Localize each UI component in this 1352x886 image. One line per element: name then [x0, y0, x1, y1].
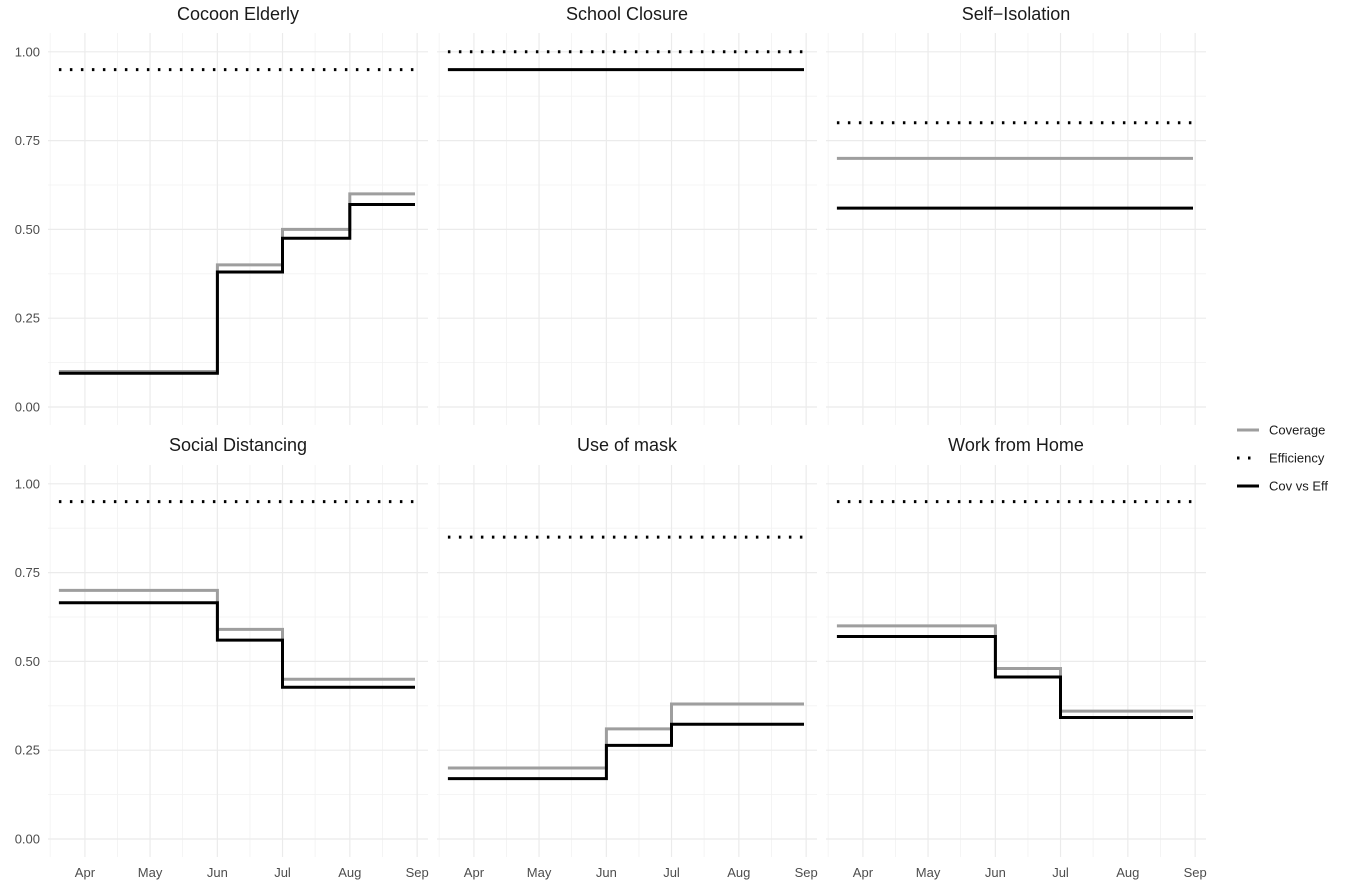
cov-vs-eff-line: [58, 601, 415, 689]
panel-0: Cocoon Elderly 0.00 0.25 0.50 0.75 1.00: [15, 4, 428, 425]
legend-label: Cov vs Eff: [1269, 479, 1328, 494]
panel-title: Work from Home: [948, 435, 1084, 455]
coverage-line: [836, 624, 1193, 713]
y-tick-label: 0.00: [15, 400, 40, 415]
y-tick-label: 0.75: [15, 133, 40, 148]
x-tick-label: Jun: [596, 865, 617, 880]
x-tick-label: Jul: [1052, 865, 1069, 880]
cov-vs-eff-line: [836, 635, 1193, 719]
coverage-line: [58, 588, 415, 681]
panel-title: Social Distancing: [169, 435, 307, 455]
legend-label: Efficiency: [1269, 451, 1325, 466]
y-tick-label: 1.00: [15, 476, 40, 491]
x-tick-label: Sep: [406, 865, 429, 880]
x-tick-label: Apr: [75, 865, 96, 880]
cov-vs-eff-line: [58, 203, 415, 375]
x-tick-label: Jul: [274, 865, 291, 880]
x-tick-label: Jun: [985, 865, 1006, 880]
x-tick-label: May: [138, 865, 163, 880]
x-tick-label: May: [916, 865, 941, 880]
y-tick-label: 1.00: [15, 44, 40, 59]
x-tick-label: Jul: [663, 865, 680, 880]
coverage-line: [447, 702, 804, 770]
panel-5: Work from Home Apr May Jun Jul Aug Sep: [826, 435, 1207, 880]
y-tick-label: 0.25: [15, 743, 40, 758]
panel-4: Use of mask Apr May Jun Jul Aug Sep: [437, 435, 818, 880]
panel-title: School Closure: [566, 4, 688, 24]
panel-title: Cocoon Elderly: [177, 4, 299, 24]
panel-2: Self−Isolation: [826, 4, 1206, 425]
y-tick-label: 0.50: [15, 654, 40, 669]
cov-vs-eff-line: [447, 722, 804, 781]
panel-title: Self−Isolation: [962, 4, 1071, 24]
panel-title: Use of mask: [577, 435, 678, 455]
x-tick-label: Aug: [338, 865, 361, 880]
panel-1: School Closure: [437, 4, 817, 425]
panel-3: Social Distancing 0.00 0.25 0.50 0.75 1.00 Apr…: [15, 435, 429, 880]
coverage-line: [58, 192, 415, 373]
y-tick-label: 0.25: [15, 311, 40, 326]
y-tick-label: 0.75: [15, 565, 40, 580]
x-tick-label: Jun: [207, 865, 228, 880]
x-tick-label: May: [527, 865, 552, 880]
y-tick-label: 0.50: [15, 222, 40, 237]
x-tick-label: Aug: [727, 865, 750, 880]
x-tick-label: Apr: [853, 865, 874, 880]
x-tick-label: Sep: [795, 865, 818, 880]
x-tick-label: Aug: [1116, 865, 1139, 880]
legend-label: Coverage: [1269, 423, 1325, 438]
y-tick-label: 0.00: [15, 832, 40, 847]
x-tick-label: Apr: [464, 865, 485, 880]
legend: Coverage Efficiency Cov vs Eff: [1237, 423, 1328, 494]
x-tick-label: Sep: [1184, 865, 1207, 880]
